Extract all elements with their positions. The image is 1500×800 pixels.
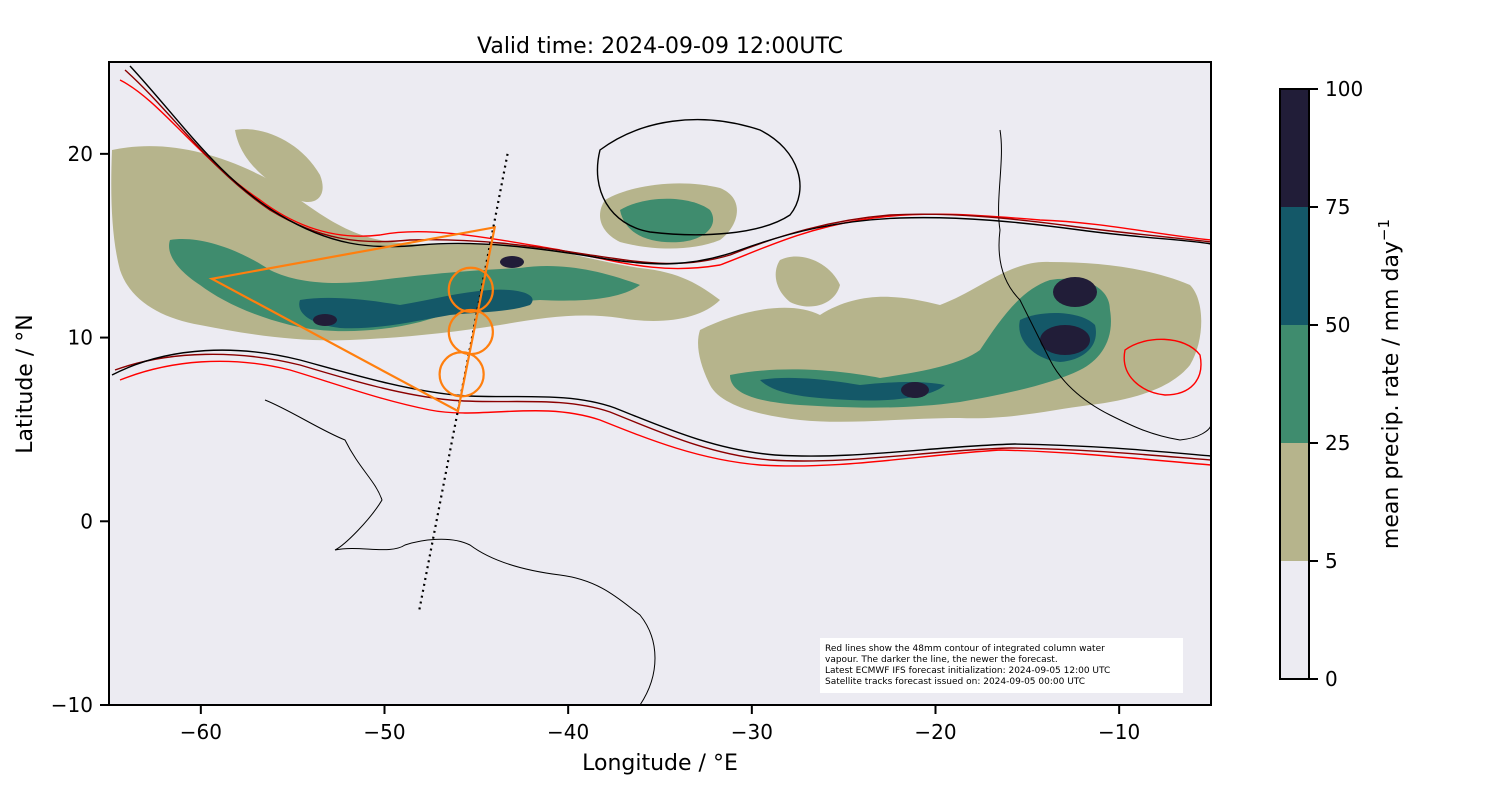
colorbar-tick-label: 5	[1325, 549, 1338, 573]
note-box: Red lines show the 48mm contour of integ…	[820, 638, 1183, 693]
colorbar-tick-label: 75	[1325, 195, 1350, 219]
colorbar-frame	[1279, 88, 1310, 680]
note-line-2: vapour. The darker the line, the newer t…	[825, 655, 1058, 665]
precip-area-nw	[235, 129, 323, 203]
map-panel: Red lines show the 48mm contour of integ…	[13, 61, 1212, 776]
iwv-contour-new	[129, 65, 1211, 265]
x-tick-label: −30	[731, 720, 773, 744]
note-box-background	[820, 638, 1183, 693]
iwv-contour-old	[119, 79, 1211, 270]
colorbar-band	[1280, 325, 1309, 443]
iwv-contour-mid	[124, 69, 1211, 265]
colorbar-tick-label: 0	[1325, 667, 1338, 691]
colorbar-tick-label: 50	[1325, 313, 1350, 337]
precip-moderate-west	[169, 239, 640, 332]
precip-extreme-west	[313, 314, 337, 326]
y-tick-label: 10	[68, 326, 93, 350]
precip-extreme-east-2	[1040, 325, 1090, 355]
precip-area-midstrip	[775, 256, 840, 307]
coastlines	[264, 129, 1211, 705]
map-frame	[108, 61, 1212, 706]
colorbar-band	[1280, 443, 1309, 561]
precip-extreme-north	[500, 256, 524, 268]
flight-circle	[438, 351, 485, 398]
flight-path-polygon	[208, 225, 497, 413]
x-tick-label: −20	[914, 720, 956, 744]
y-tick-label: 20	[68, 142, 93, 166]
iwv-contour-red-east-loop	[1123, 338, 1202, 396]
flight-circle	[447, 266, 494, 313]
iwv-contour-mid-south	[114, 353, 1211, 462]
note-line-4: Satellite tracks forecast issued on: 202…	[825, 677, 1085, 687]
x-tick-label: −50	[363, 720, 405, 744]
precip-heavy-west	[299, 289, 533, 329]
note-line-1: Red lines show the 48mm contour of integ…	[825, 644, 1105, 654]
coastline-africa	[998, 129, 1211, 441]
note-line-3: Latest ECMWF IFS forecast initialization…	[825, 666, 1110, 676]
y-axis: 20 10 0 −10	[51, 142, 109, 717]
iwv-contour-old-south	[119, 360, 1211, 467]
precip-moderate-central	[730, 278, 1111, 408]
precip-heavy-central	[760, 377, 945, 401]
flight-plan	[208, 153, 509, 610]
colorbar-ticks: 0 5 25 50 75 100	[1309, 77, 1363, 691]
iwv-contours	[111, 65, 1211, 467]
precip-extreme-east	[1053, 277, 1097, 307]
colorbar-label: mean precip. rate / mm day−1	[1375, 219, 1404, 549]
x-tick-label: −10	[1098, 720, 1140, 744]
coastline-south-america	[264, 399, 656, 705]
colorbar-tick-label: 25	[1325, 431, 1350, 455]
y-tick-label: 0	[80, 509, 93, 533]
colorbar-band	[1280, 561, 1309, 679]
colorbar-bands	[1280, 89, 1309, 679]
colorbar-band	[1280, 89, 1309, 207]
precip-moderate-north	[620, 198, 714, 243]
y-axis-label: Latitude / °N	[13, 314, 38, 453]
x-axis-label: Longitude / °E	[582, 751, 738, 776]
iwv-contour-new-east-loop	[596, 118, 801, 236]
map-title: Valid time: 2024-09-09 12:00UTC	[477, 34, 843, 59]
precipitation-field-moderate	[169, 198, 1111, 408]
colorbar-band	[1280, 207, 1309, 325]
x-axis: −60 −50 −40 −30 −20 −10	[180, 705, 1140, 744]
colorbar-label-text: mean precip. rate / mm day	[1379, 241, 1404, 549]
precipitation-field-heavy	[299, 256, 1097, 401]
precip-extreme-central	[901, 382, 929, 398]
colorbar-label-exponent: −1	[1375, 219, 1393, 241]
x-tick-label: −60	[180, 720, 222, 744]
x-tick-label: −40	[547, 720, 589, 744]
colorbar-tick-label: 100	[1325, 77, 1363, 101]
y-tick-label: −10	[51, 693, 93, 717]
colorbar: 0 5 25 50 75 100 mean precip. rate / mm day−1	[1279, 77, 1404, 691]
iwv-contour-new-south	[111, 349, 1211, 457]
